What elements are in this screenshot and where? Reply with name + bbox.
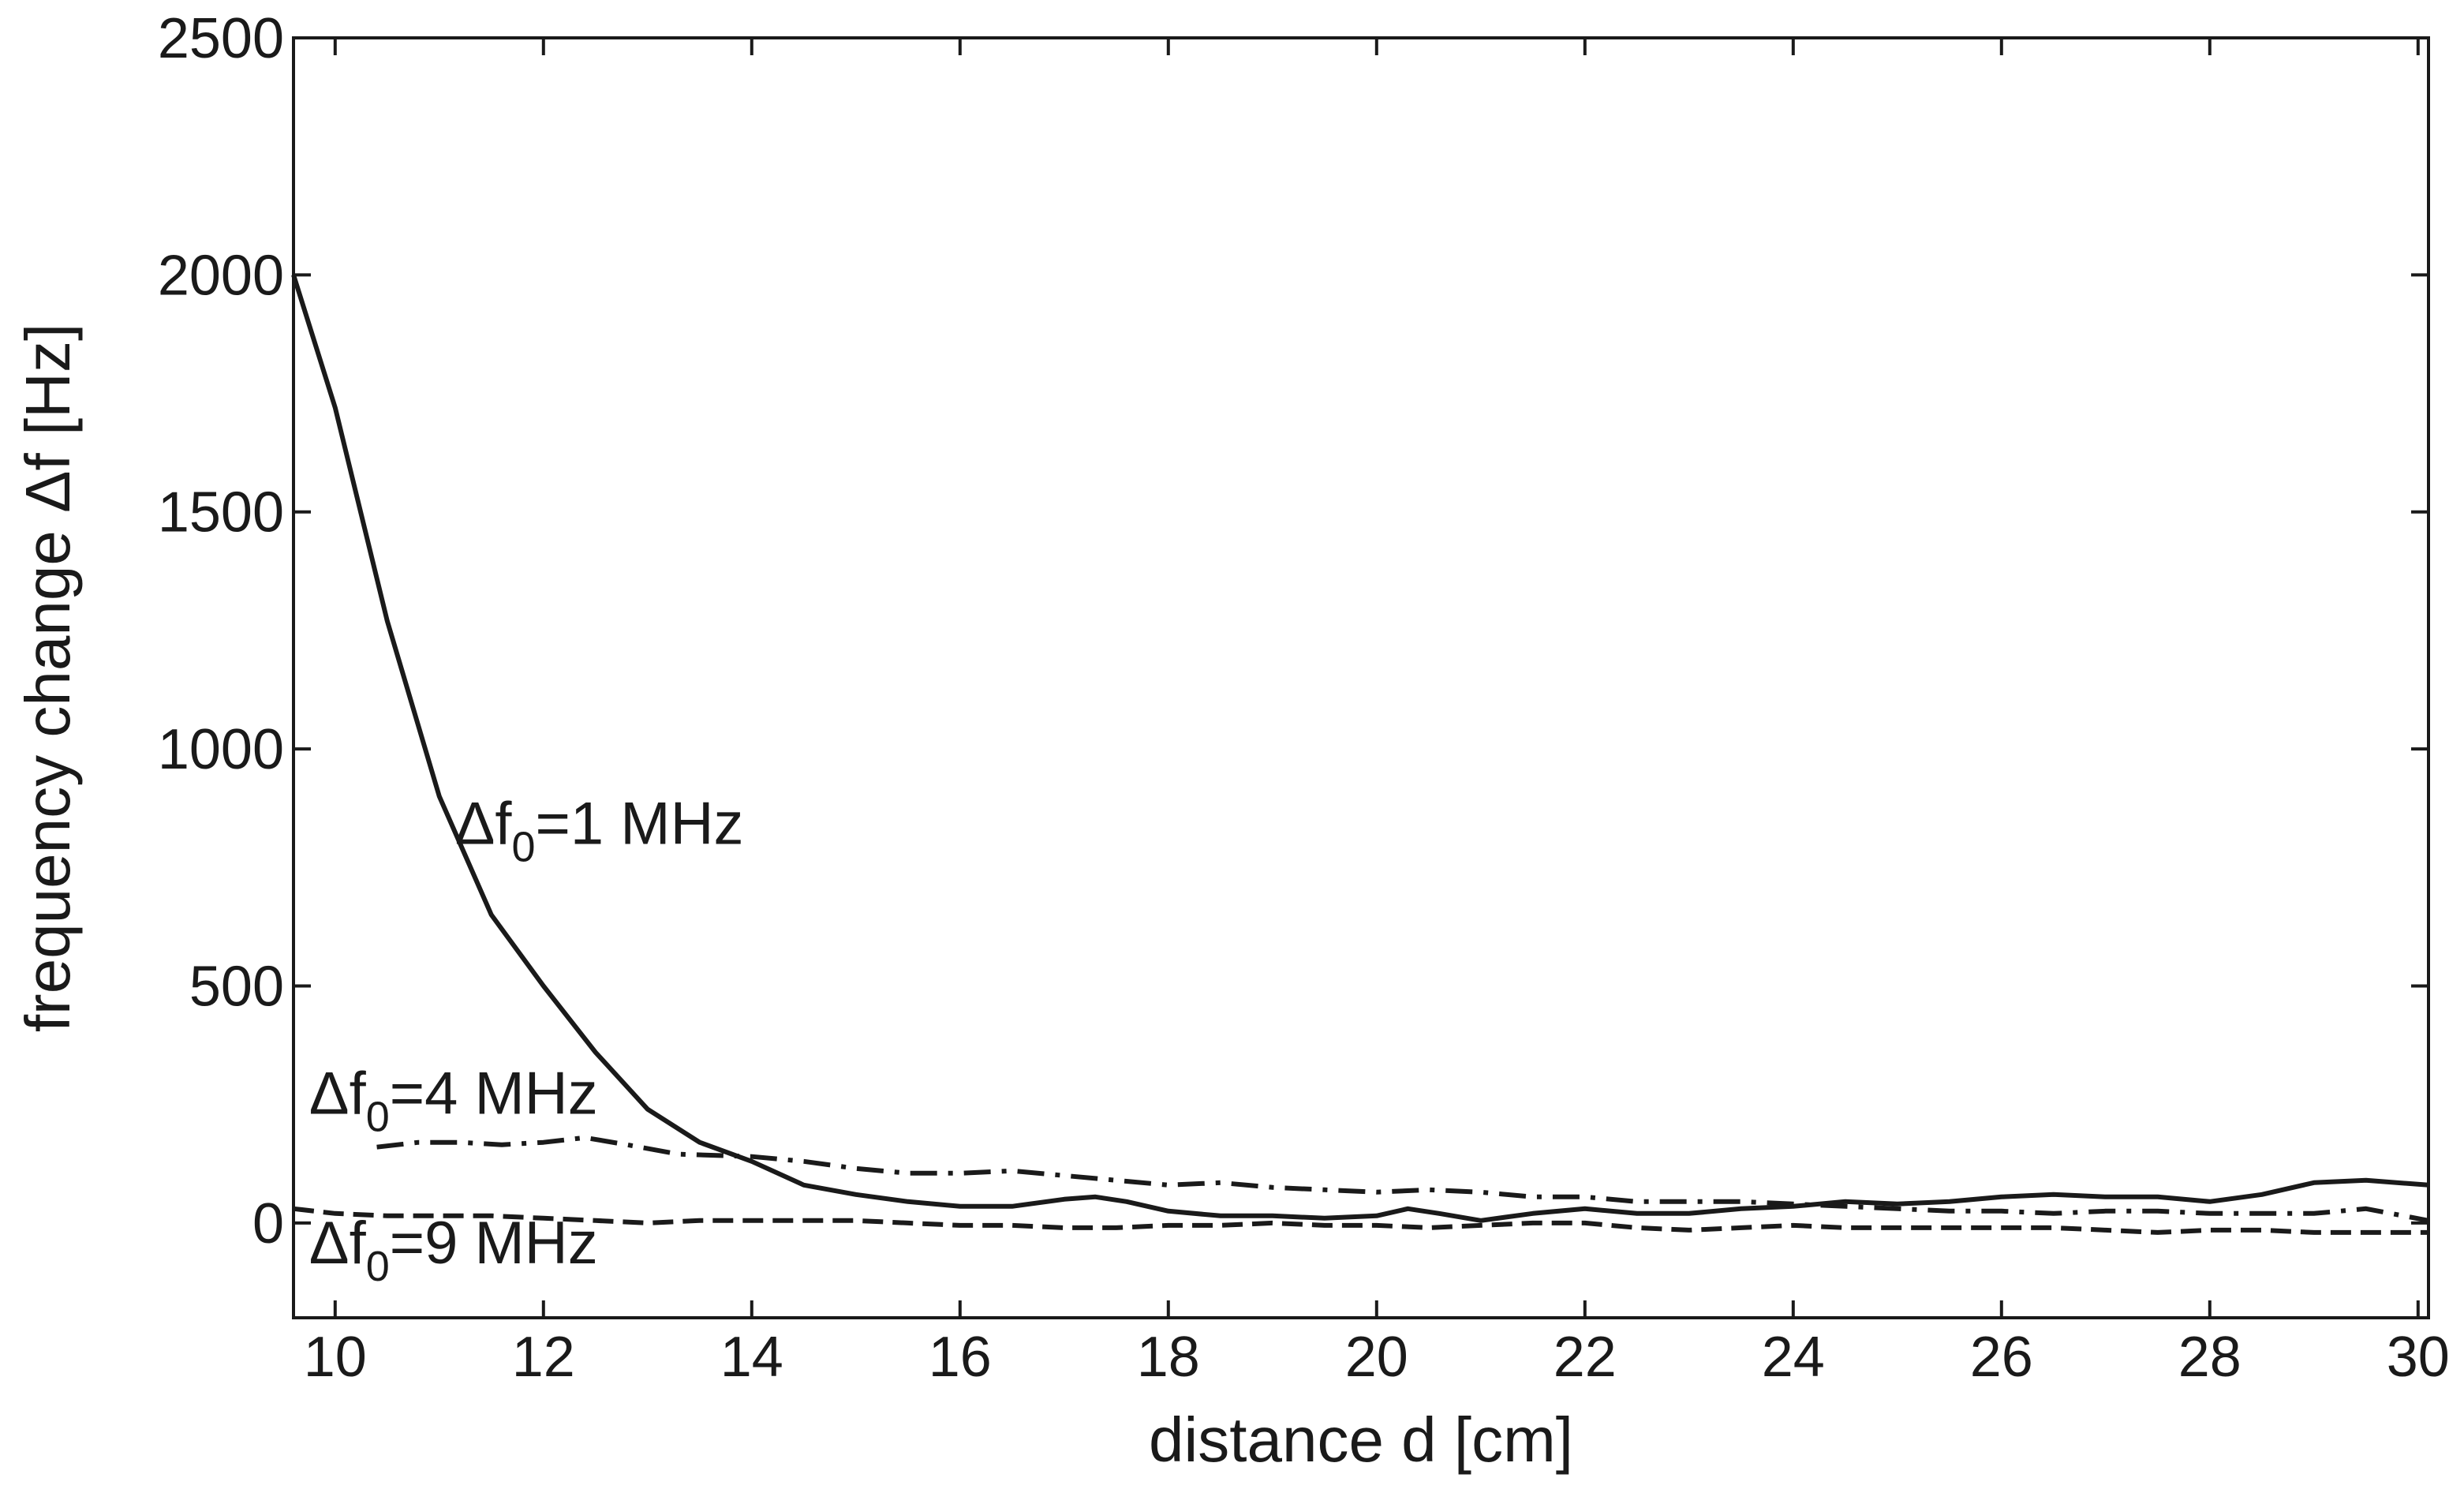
plot-lines bbox=[291, 274, 2429, 1235]
y-tick-label: 1000 bbox=[158, 718, 284, 781]
x-tick-label: 12 bbox=[512, 1326, 575, 1389]
x-tick-label: 14 bbox=[720, 1326, 783, 1389]
y-tick-label: 500 bbox=[189, 955, 284, 1018]
series-annotations: Δf0=1 MHz Δf0=4 MHz Δf0=9 MHz bbox=[309, 790, 744, 1290]
x-tick-label: 30 bbox=[2387, 1326, 2450, 1389]
x-tick-label: 24 bbox=[1762, 1326, 1825, 1389]
x-tick-label: 22 bbox=[1554, 1326, 1617, 1389]
y-tick-label: 1500 bbox=[158, 481, 284, 544]
x-tick-label: 28 bbox=[2178, 1326, 2242, 1389]
x-tick-label: 10 bbox=[304, 1326, 367, 1389]
series-line-1 bbox=[291, 274, 2429, 1223]
x-tick-label: 16 bbox=[929, 1326, 992, 1389]
x-tick-label: 20 bbox=[1345, 1326, 1408, 1389]
series-annotation-2: Δf0=4 MHz bbox=[309, 1061, 598, 1141]
series-annotation-1: Δf0=1 MHz bbox=[455, 790, 744, 870]
y-axis-label: frequency change Δf [Hz] bbox=[13, 324, 83, 1032]
y-tick-label: 2000 bbox=[158, 244, 284, 307]
series-line-3 bbox=[293, 1206, 2428, 1235]
x-axis-label: distance d [cm] bbox=[1149, 1405, 1573, 1475]
axis-ticks: 10 12 14 16 18 20 22 24 26 28 30 0 500 1000 1500 2000 25… bbox=[158, 7, 2450, 1389]
x-tick-label: 26 bbox=[1970, 1326, 2033, 1389]
series-annotation-3: Δf0=9 MHz bbox=[309, 1210, 598, 1290]
series-line-2 bbox=[376, 1135, 2429, 1223]
x-tick-label: 18 bbox=[1137, 1326, 1200, 1389]
y-tick-label: 2500 bbox=[158, 7, 284, 70]
plot-frame bbox=[292, 36, 2430, 1319]
y-tick-label: 0 bbox=[252, 1192, 284, 1255]
